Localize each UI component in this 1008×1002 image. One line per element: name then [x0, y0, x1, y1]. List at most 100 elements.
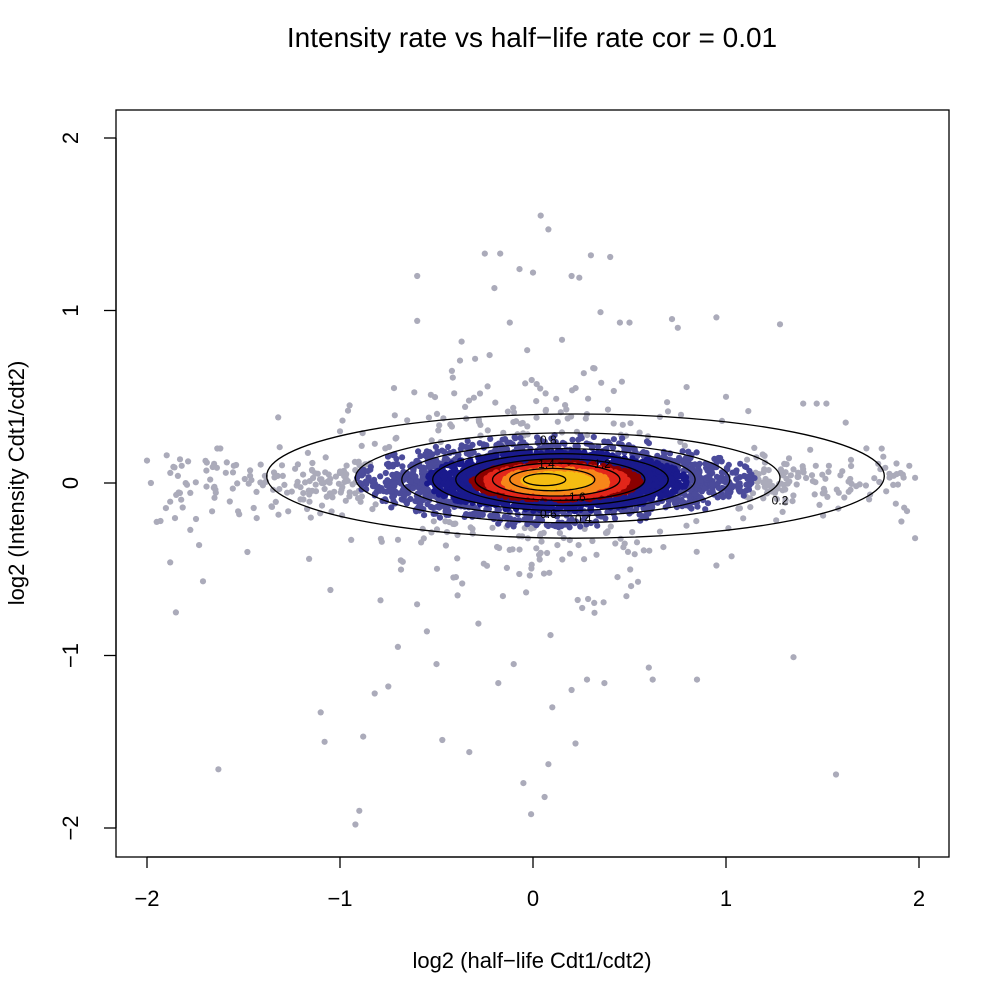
- outlier-point: [495, 680, 502, 687]
- scatter-point: [528, 565, 535, 572]
- outlier-point: [528, 811, 535, 818]
- scatter-point: [275, 511, 282, 518]
- scatter-point: [358, 467, 365, 474]
- scatter-point: [540, 570, 548, 577]
- outlier-point: [912, 474, 919, 481]
- scatter-point: [528, 376, 535, 384]
- scatter-point: [610, 420, 617, 427]
- scatter-point: [862, 482, 870, 489]
- scatter-point: [737, 460, 744, 467]
- scatter-point: [475, 620, 482, 627]
- scatter-point: [600, 599, 607, 606]
- scatter-point: [516, 570, 523, 578]
- scatter-point: [519, 419, 526, 427]
- scatter-point: [427, 503, 435, 510]
- scatter-point: [538, 473, 545, 481]
- scatter-point: [448, 423, 455, 430]
- outlier-point: [645, 664, 652, 671]
- scatter-point: [363, 480, 370, 487]
- y-tick-label: 1: [58, 304, 83, 316]
- scatter-point: [612, 540, 619, 547]
- outlier-point: [616, 319, 624, 326]
- scatter-point: [735, 487, 743, 494]
- outlier-point: [790, 654, 797, 661]
- scatter-point: [725, 461, 732, 468]
- scatter-point: [664, 399, 671, 406]
- outlier-point: [529, 269, 537, 276]
- scatter-point: [462, 403, 469, 410]
- scatter-point: [378, 538, 385, 545]
- scatter-point: [611, 515, 619, 522]
- scatter-point: [422, 451, 429, 458]
- scatter-point: [222, 469, 229, 476]
- scatter-point: [509, 519, 516, 526]
- scatter-point: [565, 506, 572, 513]
- scatter-point: [590, 365, 597, 372]
- scatter-point: [455, 451, 462, 458]
- scatter-point: [741, 472, 748, 479]
- scatter-point: [816, 501, 823, 508]
- scatter-point: [785, 455, 793, 462]
- scatter-point: [702, 506, 709, 513]
- scatter-point: [348, 536, 355, 544]
- scatter-point: [847, 456, 855, 463]
- outlier-point: [537, 212, 544, 219]
- scatter-point: [171, 515, 179, 522]
- scatter-point: [542, 407, 549, 415]
- scatter-point: [475, 512, 482, 520]
- scatter-point: [433, 526, 441, 533]
- scatter-point: [646, 547, 653, 554]
- scatter-point: [604, 529, 611, 536]
- scatter-point: [619, 421, 626, 428]
- scatter-point: [427, 464, 434, 471]
- scatter-point: [462, 443, 469, 450]
- outlier-point: [583, 676, 591, 683]
- scatter-point: [572, 443, 579, 450]
- scatter-point: [681, 458, 688, 465]
- scatter-point: [430, 518, 437, 525]
- scatter-point: [591, 599, 598, 607]
- scatter-point: [628, 508, 636, 515]
- scatter-point: [761, 452, 768, 459]
- outlier-point: [572, 740, 579, 747]
- scatter-point: [259, 482, 266, 489]
- outlier-point: [587, 252, 595, 259]
- scatter-point: [470, 394, 477, 401]
- scatter-point: [445, 480, 452, 487]
- scatter-point: [428, 529, 435, 536]
- scatter-point: [422, 491, 429, 498]
- scatter-point: [645, 510, 652, 517]
- outlier-point: [545, 761, 552, 768]
- scatter-point: [709, 470, 716, 477]
- scatter-point: [658, 462, 665, 469]
- scatter-point: [323, 493, 330, 500]
- scatter-point: [519, 533, 526, 540]
- scatter-point: [414, 601, 421, 608]
- scatter-point: [178, 496, 185, 503]
- scatter-point: [704, 500, 712, 507]
- scatter-point: [383, 482, 390, 489]
- outlier-point: [288, 488, 295, 495]
- scatter-point: [581, 556, 588, 563]
- scatter-point: [369, 506, 376, 513]
- scatter-point: [807, 446, 814, 453]
- scatter-point: [591, 609, 598, 616]
- scatter-point: [501, 513, 508, 520]
- scatter-point: [167, 469, 174, 476]
- scatter-point: [487, 435, 494, 442]
- scatter-point: [382, 469, 389, 477]
- scatter-point: [476, 390, 484, 397]
- scatter-point: [598, 379, 605, 386]
- outlier-point: [601, 680, 608, 687]
- scatter-point: [893, 460, 900, 467]
- scatter-point: [564, 415, 571, 422]
- scatter-point: [494, 543, 501, 551]
- scatter-point: [554, 542, 561, 549]
- scatter-point: [894, 481, 902, 488]
- scatter-point: [566, 524, 573, 531]
- contour-label: 1.2: [594, 457, 611, 471]
- scatter-point: [676, 454, 683, 461]
- scatter-point: [761, 466, 768, 473]
- scatter-point: [383, 488, 390, 495]
